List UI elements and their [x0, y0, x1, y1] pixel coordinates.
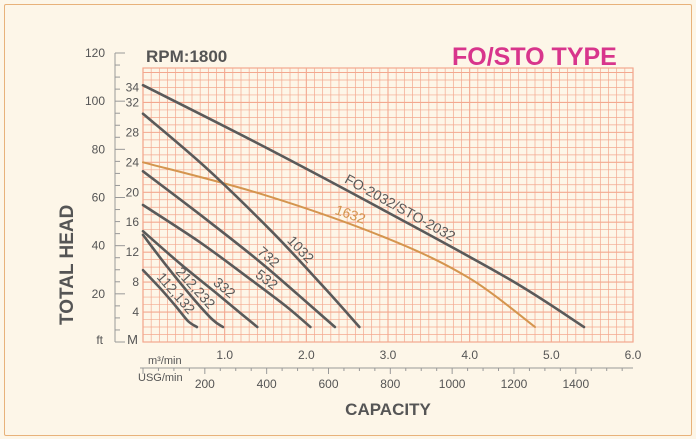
x-usg-unit-label: USG/min — [138, 372, 183, 384]
x-usg-tick-label: 400 — [257, 377, 277, 391]
y-m-tick-label: 34 — [126, 80, 140, 94]
y-ft-tick-label: 20 — [92, 287, 106, 301]
x-usg-tick-label: 1000 — [439, 377, 466, 391]
x-usg-tick-label: 200 — [195, 377, 215, 391]
series-line-fo-2032-sto-2032 — [141, 83, 586, 329]
y-m-tick-label: 12 — [126, 245, 140, 259]
y-axis-title: TOTAL HEAD — [57, 205, 78, 325]
x-usg-tick-label: 1200 — [501, 377, 528, 391]
y-ft-unit-label: ft — [96, 333, 103, 347]
y-m-tick-label: 32 — [126, 95, 140, 109]
chart-title: FO/STO TYPE — [452, 43, 617, 71]
series-line-1032 — [141, 112, 361, 329]
x-axis-title: CAPACITY — [345, 400, 431, 419]
x-m3-tick-label: 2.0 — [298, 348, 315, 362]
y-m-tick-label: 20 — [126, 185, 140, 199]
x-m3-tick-label: 5.0 — [543, 348, 560, 362]
y-ft-tick-label: 120 — [85, 46, 105, 60]
series-line-1632 — [142, 161, 536, 328]
y-ft-tick-label: 40 — [92, 239, 106, 253]
series-line-532 — [141, 203, 312, 329]
x-usg-tick-label: 1400 — [562, 377, 589, 391]
series-group — [141, 83, 586, 329]
y-m-tick-label: 8 — [132, 275, 139, 289]
y-ft-tick-label: 100 — [85, 94, 105, 108]
x-m3-tick-label: 3.0 — [380, 348, 397, 362]
x-m3-tick-label: 4.0 — [461, 348, 478, 362]
series-line-732 — [141, 170, 337, 329]
y-m-tick-label: 28 — [126, 125, 140, 139]
y-ft-tick-label: 80 — [92, 142, 106, 156]
y-m-tick-label: 4 — [132, 305, 139, 319]
series-line-332 — [141, 229, 259, 329]
y-ft-tick-label: 60 — [92, 191, 106, 205]
x-usg-tick-label: 600 — [318, 377, 338, 391]
y-m-tick-label: 24 — [126, 155, 140, 169]
x-m3-tick-label: 1.0 — [216, 348, 233, 362]
series-label-532: 532 — [253, 266, 281, 293]
x-usg-tick-label: 800 — [380, 377, 400, 391]
grid — [142, 67, 634, 343]
series-label-732: 732 — [255, 243, 283, 271]
y-m-unit-label: M — [127, 332, 138, 347]
chart-frame — [4, 4, 692, 436]
y-m-tick-label: 16 — [126, 215, 140, 229]
chart-subtitle: RPM:1800 — [146, 47, 227, 66]
x-m3-tick-label: 6.0 — [625, 348, 642, 362]
series-line-112-132 — [141, 268, 199, 329]
x-m3-unit-label: m³/min — [148, 355, 182, 367]
series-line-212-232 — [141, 233, 225, 329]
series-label-1632: 1632 — [333, 201, 368, 227]
